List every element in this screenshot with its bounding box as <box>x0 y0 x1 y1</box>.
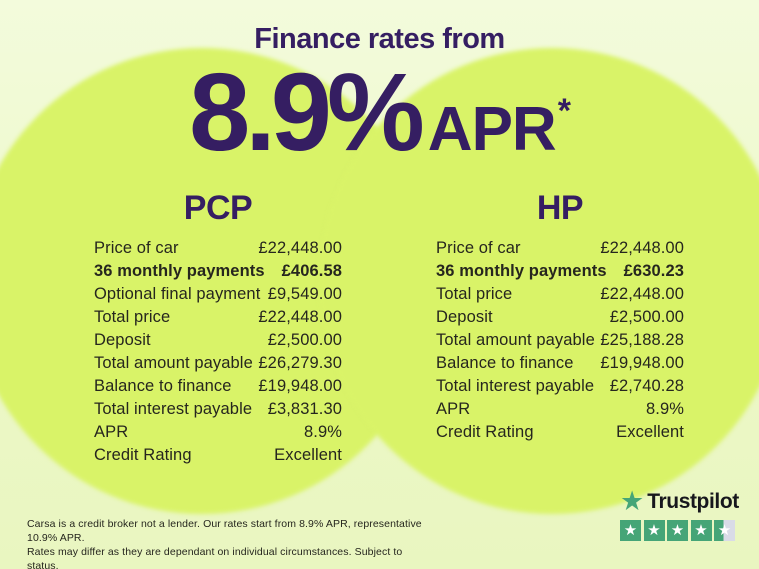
disclaimer-line-1: Carsa is a credit broker not a lender. O… <box>27 518 422 544</box>
table-row: Total price £22,448.00 <box>94 306 342 329</box>
disclaimer-line-2: Rates may differ as they are dependant o… <box>27 546 403 569</box>
row-label: Optional final payment <box>94 285 261 303</box>
row-label: Balance to finance <box>94 377 232 395</box>
row-value: £22,448.00 <box>600 239 684 257</box>
row-label: Credit Rating <box>94 446 192 464</box>
table-row: Total price £22,448.00 <box>436 283 684 306</box>
rate-line: 8.9% APR* <box>0 58 759 168</box>
row-value: £22,448.00 <box>258 308 342 326</box>
table-row: Price of car £22,448.00 <box>436 237 684 260</box>
table-row: Total interest payable £2,740.28 <box>436 375 684 398</box>
row-label: Total amount payable <box>94 354 253 372</box>
row-value: £2,500.00 <box>267 331 342 349</box>
table-row: 36 monthly payments £406.58 <box>94 260 342 283</box>
hp-header: HP <box>536 189 584 227</box>
rating-star-icon: ★ <box>690 520 712 541</box>
table-row: Deposit £2,500.00 <box>436 306 684 329</box>
hero-title: Finance rates from <box>254 23 505 55</box>
row-label: 36 monthly payments <box>94 262 265 280</box>
star-glyph: ★ <box>670 522 685 539</box>
table-row: 36 monthly payments £630.23 <box>436 260 684 283</box>
row-label: Deposit <box>436 308 493 326</box>
row-value: £3,831.30 <box>267 400 342 418</box>
table-row: Balance to finance £19,948.00 <box>94 375 342 398</box>
pcp-table: PCP Price of car £22,448.00 36 monthly pa… <box>94 190 342 467</box>
table-row: APR 8.9% <box>94 421 342 444</box>
disclaimer-text: Carsa is a credit broker not a lender. O… <box>27 517 427 569</box>
rating-star-half-icon: ★ <box>714 520 735 541</box>
row-value: £2,740.28 <box>609 377 684 395</box>
trustpilot-wordmark: Trustpilot <box>647 489 739 513</box>
pcp-rows: Price of car £22,448.00 36 monthly paymen… <box>94 237 342 467</box>
row-label: Total interest payable <box>94 400 253 418</box>
row-value: £630.23 <box>623 262 684 280</box>
row-label: Total interest payable <box>436 377 595 395</box>
row-value: £26,279.30 <box>258 354 342 372</box>
trustpilot-logo: ★ Trustpilot <box>620 488 740 515</box>
trustpilot-rating-stars: ★ ★ ★ ★ ★ <box>620 520 740 541</box>
table-row: APR 8.9% <box>436 398 684 421</box>
row-value: £22,448.00 <box>600 285 684 303</box>
trustpilot-widget[interactable]: ★ Trustpilot ★ ★ ★ ★ ★ <box>620 488 740 541</box>
table-row: Total amount payable £25,188.28 <box>436 329 684 352</box>
row-value: £406.58 <box>281 262 342 280</box>
table-row: Total interest payable £3,831.30 <box>94 398 342 421</box>
star-glyph: ★ <box>623 522 638 539</box>
row-label: Deposit <box>94 331 151 349</box>
row-value: Excellent <box>616 423 684 441</box>
pcp-header: PCP <box>183 189 253 227</box>
row-label: Price of car <box>94 239 179 257</box>
rating-star-icon: ★ <box>643 520 665 541</box>
table-row: Optional final payment £9,549.00 <box>94 283 342 306</box>
row-label: Total amount payable <box>436 331 595 349</box>
asterisk: * <box>557 92 571 130</box>
table-row: Balance to finance £19,948.00 <box>436 352 684 375</box>
row-value: £19,948.00 <box>258 377 342 395</box>
row-label: Balance to finance <box>436 354 574 372</box>
row-value: 8.9% <box>645 400 684 418</box>
rate-suffix: APR* <box>427 92 571 164</box>
table-row: Deposit £2,500.00 <box>94 329 342 352</box>
rating-star-icon: ★ <box>620 520 641 541</box>
star-glyph: ★ <box>647 522 661 539</box>
rate-value: 8.9% <box>189 51 425 174</box>
row-value: Excellent <box>274 446 342 464</box>
table-row: Credit Rating Excellent <box>94 444 342 467</box>
row-value: £19,948.00 <box>600 354 684 372</box>
table-row: Price of car £22,448.00 <box>94 237 342 260</box>
row-label: APR <box>94 423 129 441</box>
star-glyph: ★ <box>717 522 732 539</box>
rating-star-icon: ★ <box>667 520 688 541</box>
trustpilot-star-icon: ★ <box>620 486 645 516</box>
row-value: £9,549.00 <box>267 285 342 303</box>
row-label: Total price <box>94 308 171 326</box>
row-label: 36 monthly payments <box>436 262 607 280</box>
row-value: £25,188.28 <box>600 331 684 349</box>
hero-section: Finance rates from 8.9% APR* <box>0 22 759 168</box>
apr-label: APR <box>427 95 557 164</box>
row-value: 8.9% <box>303 423 342 441</box>
star-glyph: ★ <box>694 522 708 539</box>
row-label: Credit Rating <box>436 423 534 441</box>
row-label: Total price <box>436 285 513 303</box>
hp-table: HP Price of car £22,448.00 36 monthly pay… <box>436 190 684 444</box>
table-row: Total amount payable £26,279.30 <box>94 352 342 375</box>
hp-rows: Price of car £22,448.00 36 monthly paymen… <box>436 237 684 444</box>
row-label: APR <box>436 400 471 418</box>
background-circle-right <box>319 48 759 514</box>
row-value: £2,500.00 <box>609 308 684 326</box>
row-label: Price of car <box>436 239 521 257</box>
table-row: Credit Rating Excellent <box>436 421 684 444</box>
row-value: £22,448.00 <box>258 239 342 257</box>
